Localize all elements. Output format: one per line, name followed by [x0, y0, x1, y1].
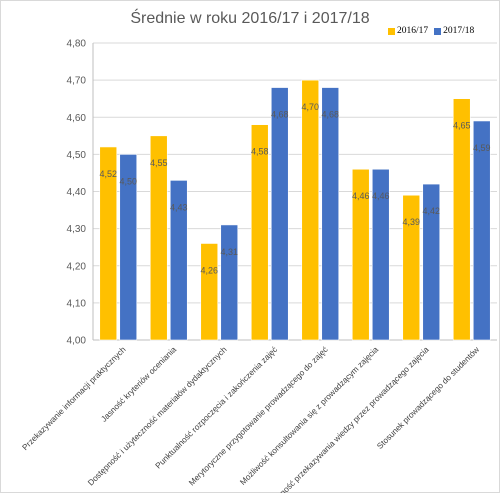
legend-label-2016-17: 2016/17 — [397, 26, 429, 36]
legend-label-2017-18: 2017/18 — [443, 26, 475, 36]
data-label: 4,43 — [170, 202, 188, 212]
data-label: 4,39 — [402, 217, 420, 227]
bar-2016-17 — [452, 98, 471, 341]
bar-2016-17 — [200, 243, 219, 341]
data-label: 4,52 — [99, 169, 117, 179]
bar-2017-18 — [169, 180, 188, 341]
bar-2016-17 — [402, 194, 421, 341]
y-tick-label: 4,80 — [67, 39, 87, 50]
bar-2017-18 — [270, 87, 289, 341]
data-label: 4,68 — [271, 110, 289, 120]
data-label: 4,55 — [150, 158, 168, 168]
legend-item-2017-18: 2017/18 — [434, 26, 474, 36]
bar-2017-18 — [321, 87, 340, 341]
bar-2017-18 — [119, 154, 138, 341]
data-label: 4,58 — [251, 147, 269, 157]
legend-swatch-2017-18 — [434, 27, 442, 35]
bar-2016-17 — [351, 168, 370, 341]
bar-2016-17 — [250, 124, 269, 341]
data-label: 4,42 — [422, 206, 440, 216]
bar-2017-18 — [422, 183, 441, 341]
y-tick-label: 4,00 — [67, 336, 87, 347]
data-label: 4,68 — [321, 110, 339, 120]
data-label: 4,59 — [473, 143, 491, 153]
data-label: 4,50 — [119, 176, 137, 186]
y-tick-label: 4,40 — [67, 187, 87, 198]
data-label: 4,65 — [453, 121, 471, 131]
data-label: 4,46 — [352, 191, 370, 201]
legend: 2016/17 2017/18 — [388, 26, 480, 36]
bar-2017-18 — [220, 224, 239, 341]
y-tick-label: 4,50 — [67, 150, 87, 161]
y-tick-label: 4,20 — [67, 261, 87, 272]
x-tick-label: Przekazywanie informacji praktycznych — [21, 345, 128, 452]
y-tick-label: 4,70 — [67, 76, 87, 87]
y-tick-label: 4,30 — [67, 224, 87, 235]
bar-2016-17 — [99, 146, 118, 341]
data-label: 4,26 — [200, 265, 218, 275]
y-tick-label: 4,60 — [67, 113, 87, 124]
legend-swatch-2016-17 — [388, 27, 395, 35]
x-tick-label: Stosunek prowadzącego do studentów — [375, 345, 481, 451]
legend-item-2016-17: 2016/17 — [388, 26, 428, 36]
bar-2016-17 — [301, 79, 320, 341]
y-tick-label: 4,10 — [67, 298, 87, 309]
data-label: 4,46 — [372, 191, 390, 201]
data-label: 4,31 — [220, 247, 238, 257]
bar-2016-17 — [149, 135, 168, 341]
bar-2017-18 — [371, 168, 390, 341]
chart-title: Średnie w roku 2016/17 i 2017/18 — [130, 10, 370, 27]
data-label: 4,70 — [301, 102, 319, 112]
bar-2017-18 — [472, 120, 491, 341]
